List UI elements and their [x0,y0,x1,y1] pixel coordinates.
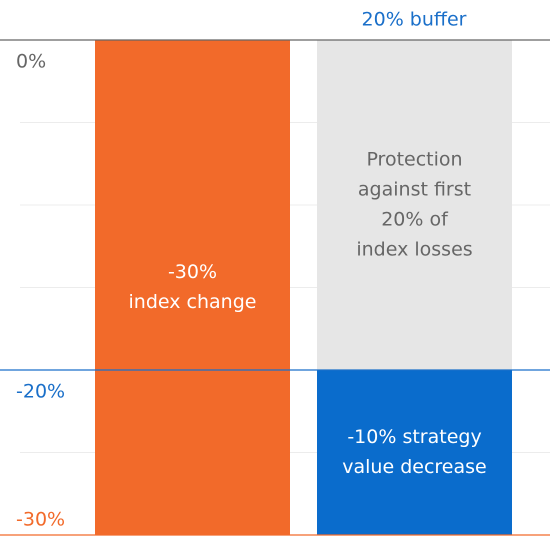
bar-segment [317,40,512,370]
bar-label: -30% [168,261,217,283]
bar-label: value decrease [342,456,486,478]
bar-label: Protection [366,149,462,171]
bar-segment [95,40,290,535]
y-tick-label: -20% [16,381,65,403]
bar-label: index losses [356,239,472,261]
bar-label: -10% strategy [347,426,481,448]
annotation: 20% buffer [362,9,467,31]
y-tick-label: 0% [16,51,46,73]
bar-label: 20% of [381,209,449,231]
bar-label: index change [129,291,257,313]
bar-label: against first [358,179,471,201]
y-tick-label: -30% [16,509,65,531]
bar-segment [317,370,512,535]
